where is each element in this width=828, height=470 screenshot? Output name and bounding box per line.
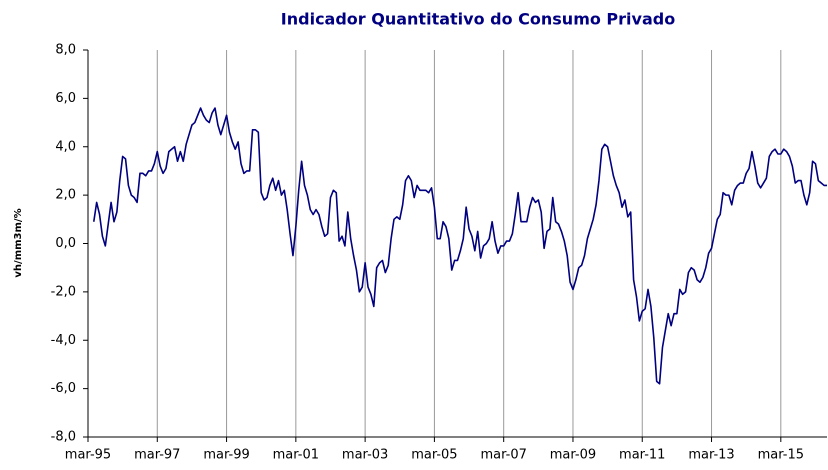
y-tick-label: -6,0 [51, 381, 76, 396]
y-tick-label: -8,0 [51, 430, 76, 445]
y-tick-label: 8,0 [55, 43, 76, 58]
y-tick-label: 0,0 [55, 236, 76, 251]
x-tick-label: mar-15 [758, 448, 804, 463]
x-tick-label: mar-11 [619, 448, 665, 463]
x-tick-label: mar-01 [273, 448, 319, 463]
x-tick-label: mar-03 [342, 448, 388, 463]
x-tick-label: mar-99 [203, 448, 249, 463]
x-tick-label: mar-95 [65, 448, 111, 463]
x-tick-label: mar-97 [134, 448, 180, 463]
chart-title: Indicador Quantitativo do Consumo Privad… [281, 10, 675, 29]
y-tick-label: -2,0 [51, 284, 76, 299]
x-tick-label: mar-07 [480, 448, 526, 463]
y-tick-label: -4,0 [51, 333, 76, 348]
x-tick-label: mar-05 [411, 448, 457, 463]
x-tick-label: mar-13 [688, 448, 734, 463]
y-tick-label: 6,0 [55, 91, 76, 106]
y-tick-label: 4,0 [55, 139, 76, 154]
y-axis-label: vh/mm3m/% [13, 208, 24, 277]
x-tick-label: mar-09 [550, 448, 596, 463]
data-line [92, 107, 827, 385]
y-tick-label: 2,0 [55, 188, 76, 203]
